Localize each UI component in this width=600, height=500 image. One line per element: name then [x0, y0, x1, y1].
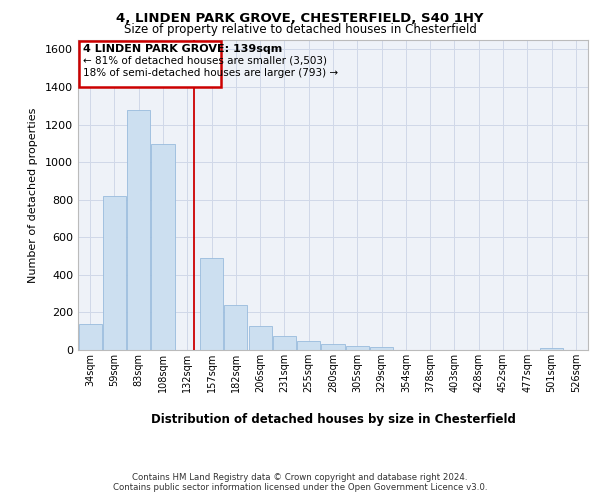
Bar: [322, 344, 344, 350]
Text: Contains public sector information licensed under the Open Government Licence v3: Contains public sector information licen…: [113, 482, 487, 492]
Bar: [103, 196, 126, 350]
Bar: [79, 324, 101, 350]
Text: Size of property relative to detached houses in Chesterfield: Size of property relative to detached ho…: [124, 22, 476, 36]
Text: ← 81% of detached houses are smaller (3,503): ← 81% of detached houses are smaller (3,…: [83, 56, 327, 66]
Text: 4 LINDEN PARK GROVE: 139sqm: 4 LINDEN PARK GROVE: 139sqm: [83, 44, 282, 54]
Bar: [151, 144, 175, 350]
Bar: [346, 346, 369, 350]
Text: 18% of semi-detached houses are larger (793) →: 18% of semi-detached houses are larger (…: [83, 68, 338, 78]
Bar: [224, 305, 247, 350]
Bar: [200, 258, 223, 350]
Text: Contains HM Land Registry data © Crown copyright and database right 2024.: Contains HM Land Registry data © Crown c…: [132, 472, 468, 482]
Bar: [127, 110, 150, 350]
Bar: [370, 347, 393, 350]
Bar: [273, 336, 296, 350]
Bar: [79, 41, 221, 87]
Text: Distribution of detached houses by size in Chesterfield: Distribution of detached houses by size …: [151, 412, 515, 426]
Bar: [248, 326, 272, 350]
Bar: [297, 340, 320, 350]
Text: 4, LINDEN PARK GROVE, CHESTERFIELD, S40 1HY: 4, LINDEN PARK GROVE, CHESTERFIELD, S40 …: [116, 12, 484, 26]
Bar: [540, 348, 563, 350]
Y-axis label: Number of detached properties: Number of detached properties: [28, 108, 38, 282]
